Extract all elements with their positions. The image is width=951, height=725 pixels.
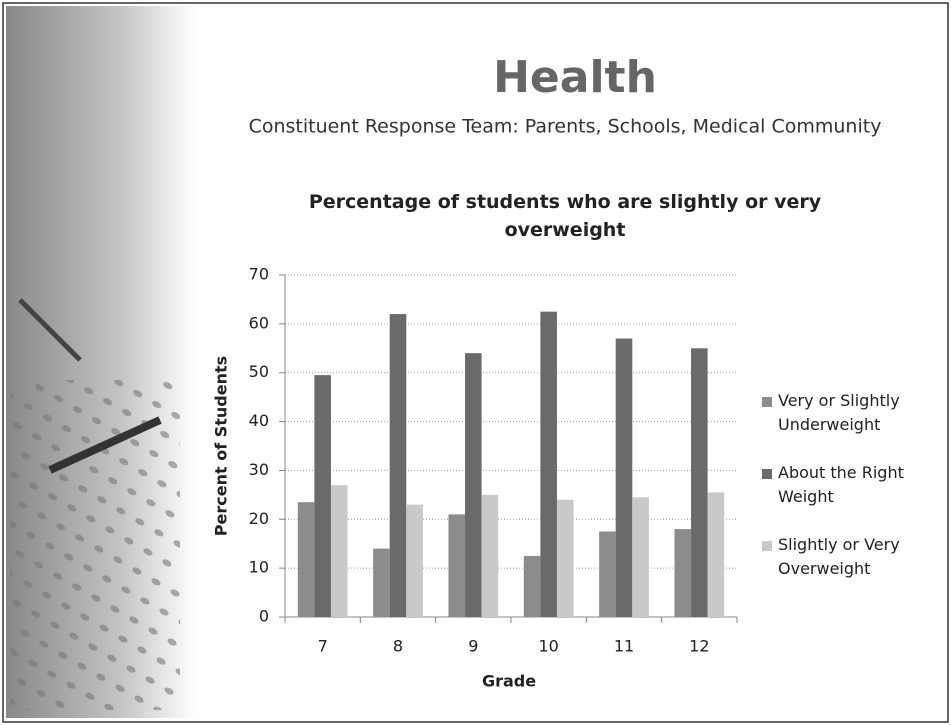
y-tick-label: 0: [259, 607, 269, 626]
y-tick-label: 20: [249, 509, 269, 528]
y-tick-label: 40: [249, 411, 269, 430]
bar: [330, 485, 348, 617]
x-tick-label: 11: [614, 637, 634, 656]
y-tick-label: 10: [249, 558, 269, 577]
bar: [523, 555, 541, 617]
x-tick-label: 7: [318, 637, 328, 656]
y-tick-label: 70: [249, 265, 269, 284]
y-tick-label: 50: [249, 362, 269, 381]
decoration: [48, 416, 162, 474]
bar: [599, 531, 616, 617]
chart-title: Percentage of students who are slightly …: [308, 191, 822, 241]
bar: [556, 499, 574, 617]
x-tick-label: 8: [393, 637, 403, 656]
bar: [448, 514, 466, 617]
x-tick-label: 10: [538, 637, 558, 656]
bar: [615, 338, 633, 617]
y-tick-label: 60: [249, 313, 269, 332]
x-tick-label: 9: [468, 637, 478, 656]
bar: [481, 494, 499, 617]
bar: [674, 529, 692, 617]
decoration: [10, 380, 180, 710]
x-tick-label: 12: [689, 637, 709, 656]
y-axis-title: Percent of Students: [212, 356, 231, 536]
legend-label: About the Right Weight: [778, 463, 904, 506]
bar: [297, 502, 315, 617]
bar: [632, 497, 649, 617]
y-tick-label: 30: [249, 460, 269, 479]
legend-swatch: [762, 541, 772, 551]
decoration: [18, 298, 82, 362]
bar: [389, 314, 407, 617]
legend-swatch: [762, 397, 772, 407]
bar: [691, 348, 708, 617]
bar: [465, 353, 482, 617]
bar: [406, 504, 423, 617]
bar: [373, 548, 390, 617]
legend-label: Very or Slightly Underweight: [778, 391, 900, 434]
bar: [314, 375, 331, 617]
bar: [540, 311, 557, 617]
legend-swatch: [762, 469, 772, 479]
legend-label: Slightly or Very Overweight: [778, 535, 900, 578]
bar: [707, 492, 725, 617]
x-axis-title: Grade: [482, 672, 536, 691]
slide-subtitle: Constituent Response Team: Parents, Scho…: [249, 116, 882, 138]
slide-title: Health: [493, 52, 657, 103]
